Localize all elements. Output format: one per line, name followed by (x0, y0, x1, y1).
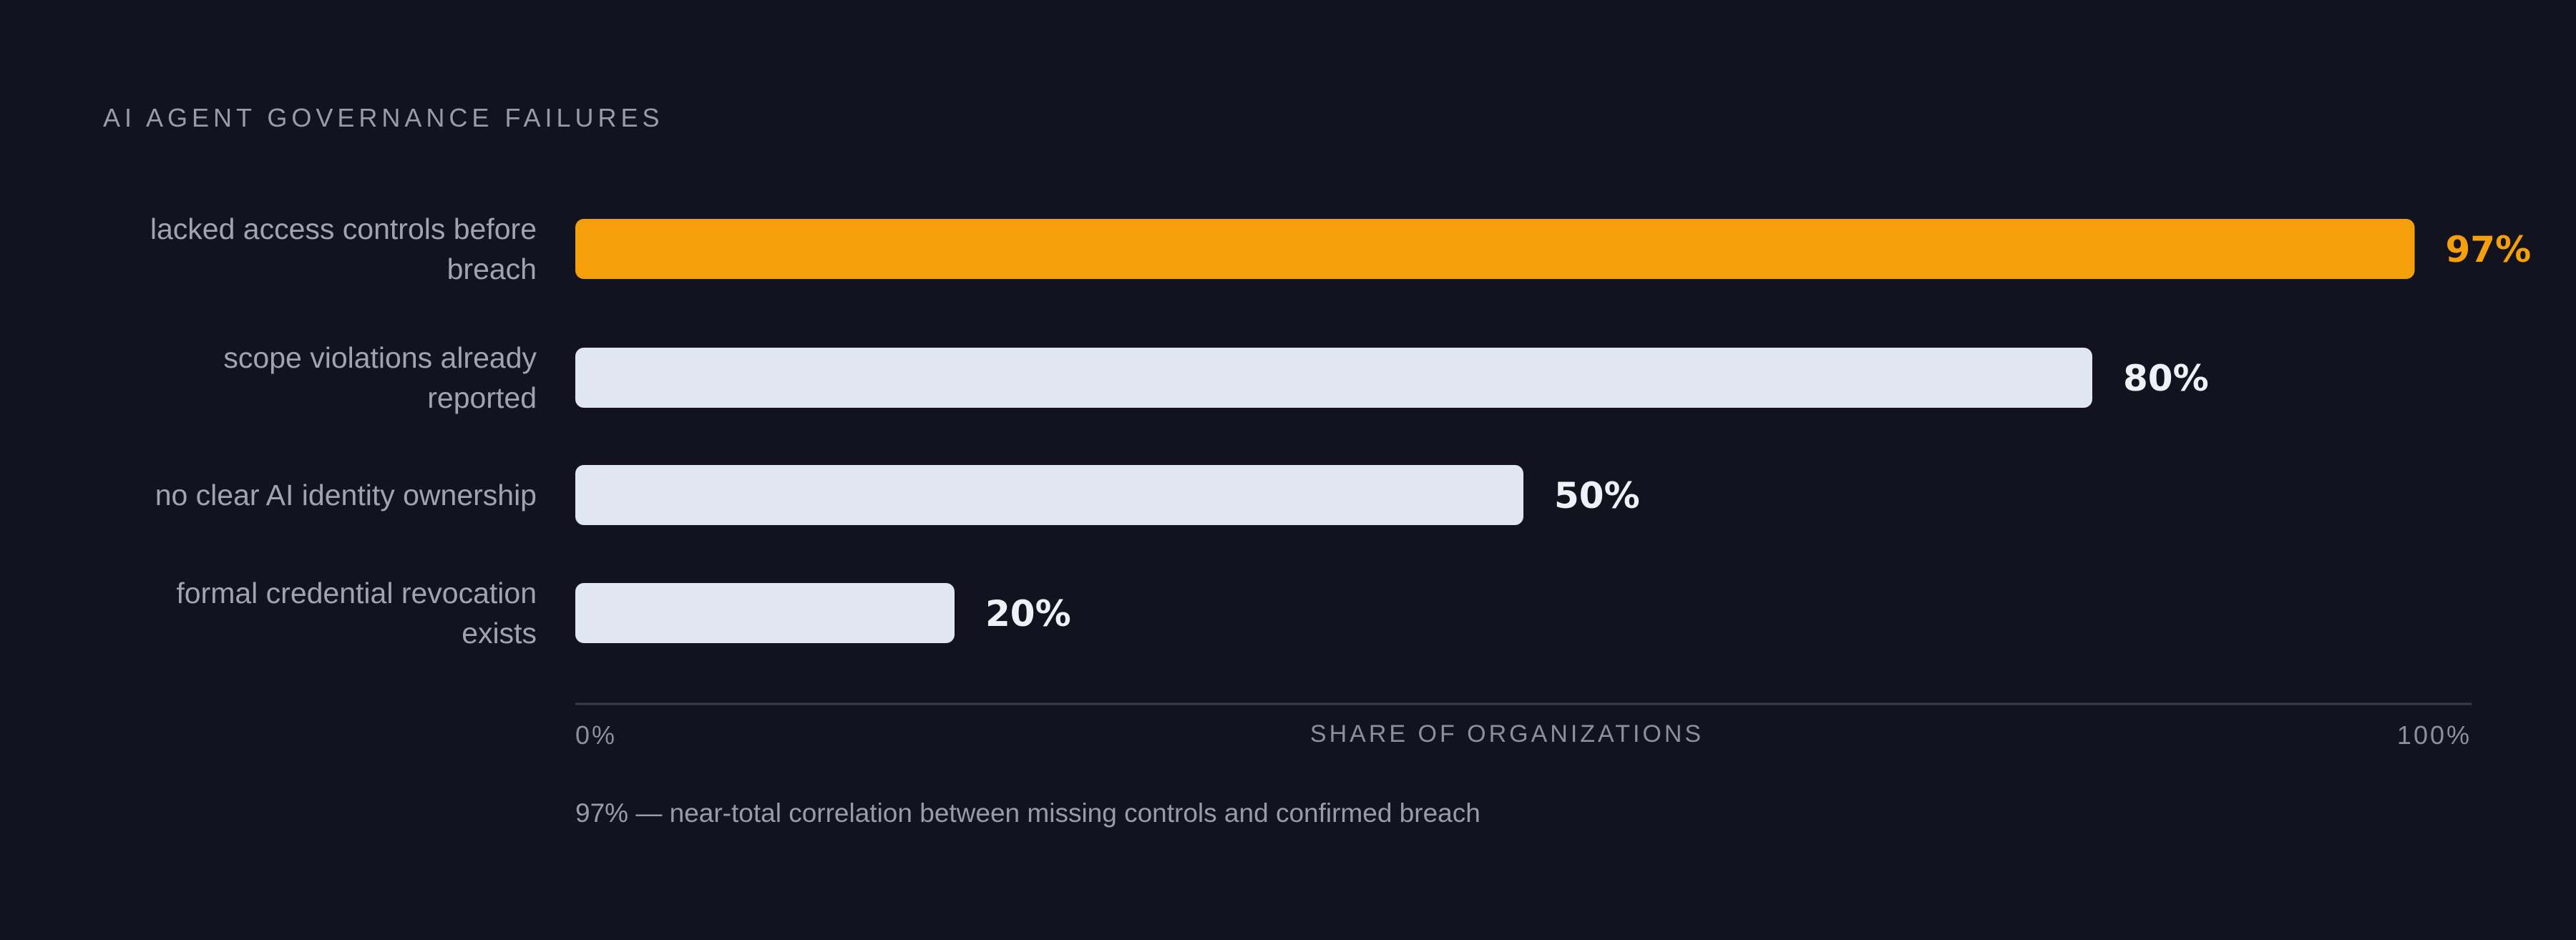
bar (575, 465, 1523, 525)
bar-value-label: 97% (2446, 229, 2532, 270)
chart-footnote: 97% — near-total correlation between mis… (575, 798, 1480, 828)
category-label: scope violations already reported (223, 341, 537, 414)
category-label: lacked access controls before breach (150, 212, 537, 285)
chart-title: AI AGENT GOVERNANCE FAILURES (103, 103, 664, 132)
category-label: formal credential revocation exists (176, 577, 537, 650)
bar (575, 219, 2415, 279)
bar-value-label: 50% (1554, 475, 1640, 516)
bar-value-label: 20% (985, 593, 1071, 635)
x-tick-label: 0% (575, 720, 617, 750)
bar-value-label: 80% (2123, 358, 2209, 399)
bar (575, 348, 2092, 408)
category-label: no clear AI identity ownership (155, 479, 537, 511)
x-axis-title: SHARE OF ORGANIZATIONS (1310, 720, 1704, 748)
bar (575, 583, 955, 643)
x-tick-label: 100% (2397, 720, 2472, 750)
